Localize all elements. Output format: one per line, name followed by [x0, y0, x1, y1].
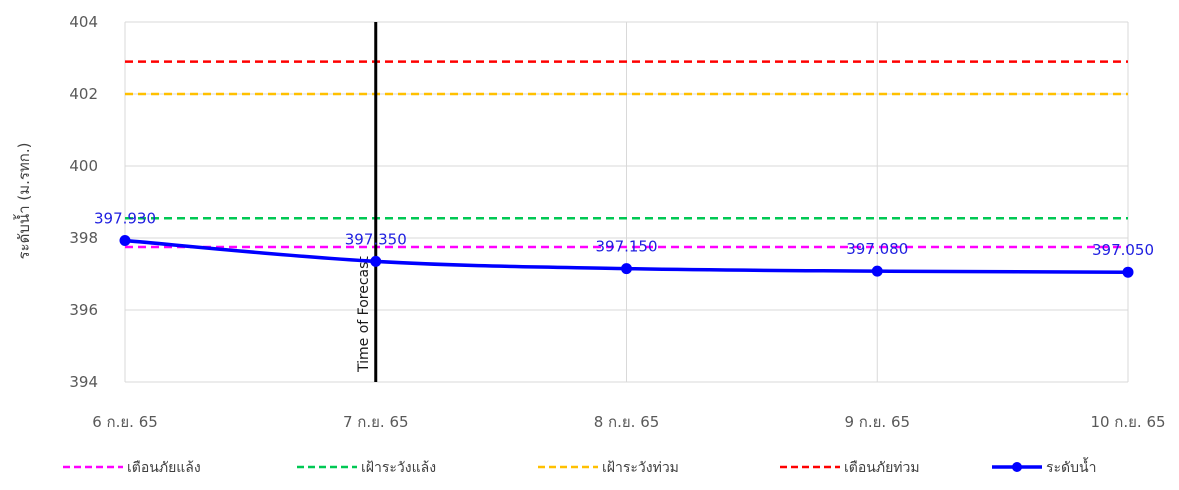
forecast-marker-label: Time of Forecast	[356, 256, 372, 373]
data-label: 397.930	[94, 210, 156, 228]
x-tick-labels: 6 ก.ย. 65 7 ก.ย. 65 8 ก.ย. 65 9 ก.ย. 65 10 ก…	[92, 413, 1165, 431]
legend-label: เตือนภัยแล้ง	[127, 460, 201, 476]
grid	[124, 21, 1129, 383]
series-layer: 397.930 397.350 397.150 397.080 397.050	[94, 210, 1154, 278]
data-label: 397.350	[345, 230, 407, 248]
legend-label: ระดับน้ำ	[1046, 457, 1096, 476]
legend-swatch-marker	[1012, 462, 1022, 472]
x-tick-label: 9 ก.ย. 65	[844, 413, 910, 431]
x-tick-label: 10 ก.ย. 65	[1090, 413, 1165, 431]
x-tick-label: 8 ก.ย. 65	[594, 413, 660, 431]
y-tick-label: 396	[69, 301, 98, 319]
legend-label: เตือนภัยท่วม	[844, 460, 920, 476]
data-point	[1122, 266, 1134, 278]
legend: เตือนภัยแล้ง เฝ้าระวังแล้ง เฝ้าระวังท่วม เต…	[63, 457, 1096, 476]
legend-item: ระดับน้ำ	[992, 457, 1096, 476]
y-tick-label: 400	[69, 157, 98, 175]
y-tick-labels: 394 396 398 400 402 404	[69, 13, 98, 391]
data-label: 397.080	[846, 240, 908, 258]
legend-label: เฝ้าระวังท่วม	[602, 460, 679, 476]
legend-item: เฝ้าระวังแล้ง	[297, 460, 436, 476]
legend-label: เฝ้าระวังแล้ง	[361, 460, 436, 476]
y-tick-label: 402	[69, 85, 98, 103]
data-point	[621, 263, 632, 275]
y-tick-label: 394	[69, 373, 98, 391]
data-point	[871, 265, 883, 277]
threshold-lines	[125, 60, 1128, 249]
forecast-marker: Time of Forecast	[356, 22, 378, 382]
legend-item: เฝ้าระวังท่วม	[538, 460, 679, 476]
data-label: 397.150	[595, 238, 657, 256]
x-tick-label: 7 ก.ย. 65	[343, 413, 409, 431]
x-tick-label: 6 ก.ย. 65	[92, 413, 158, 431]
data-point	[119, 235, 131, 247]
legend-item: เตือนภัยแล้ง	[63, 460, 201, 476]
legend-item: เตือนภัยท่วม	[780, 460, 920, 476]
data-point	[370, 255, 382, 267]
y-tick-label: 398	[69, 229, 98, 247]
data-label: 397.050	[1092, 241, 1154, 259]
y-axis-label: ระดับน้ำ (ม.รทก.)	[13, 143, 33, 260]
y-tick-label: 404	[69, 13, 98, 31]
